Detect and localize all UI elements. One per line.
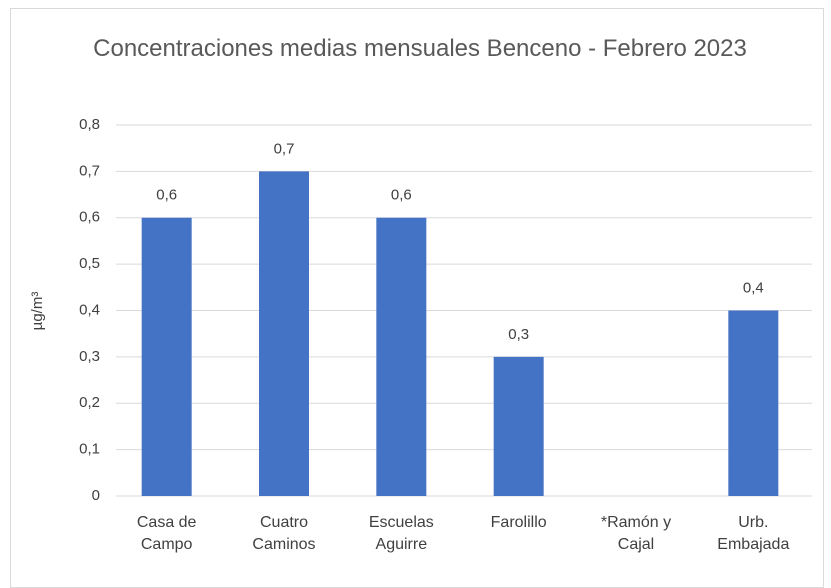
x-tick-label: Urb. Embajada [717,514,790,553]
page: {"chart_data": {"type": "bar", "title": … [10,8,824,588]
y-tick-label: 0,1 [79,441,100,458]
y-tick-label: 0,5 [79,255,100,272]
bar [141,217,192,496]
data-label: 0,7 [274,140,295,157]
bar [493,356,544,496]
bar [376,217,427,496]
y-tick-label: 0,7 [79,162,100,179]
y-axis-label: µg/m³ [29,292,46,331]
x-tick-label: Cuatro Caminos [252,514,316,553]
data-label: 0,6 [156,187,177,204]
bar [259,171,309,496]
x-tick-label: Casa de Campo [136,514,197,553]
y-tick-label: 0 [92,487,100,504]
y-tick-label: 0,4 [79,301,100,318]
data-label: 0,4 [743,279,764,296]
y-tick-label: 0,8 [79,116,100,133]
y-tick-label: 0,2 [79,394,100,411]
x-tick-label: Farolillo [490,514,547,531]
chart: µg/m³ 0 0,1 0,2 0,3 0,4 0,5 0,6 0,7 0,8 0,6 0,7 0,6… [29,116,812,504]
x-tick-label: Escuelas Aguirre [368,514,434,553]
data-label: 0,6 [391,187,412,204]
x-tick-label: *Ramón y Cajal [600,514,672,553]
y-tick-label: 0,3 [79,348,100,365]
bar [728,310,779,496]
chart-title: Concentraciones medias mensuales Benceno… [93,35,747,62]
data-label: 0,3 [508,326,529,343]
y-tick-label: 0,6 [79,209,100,226]
